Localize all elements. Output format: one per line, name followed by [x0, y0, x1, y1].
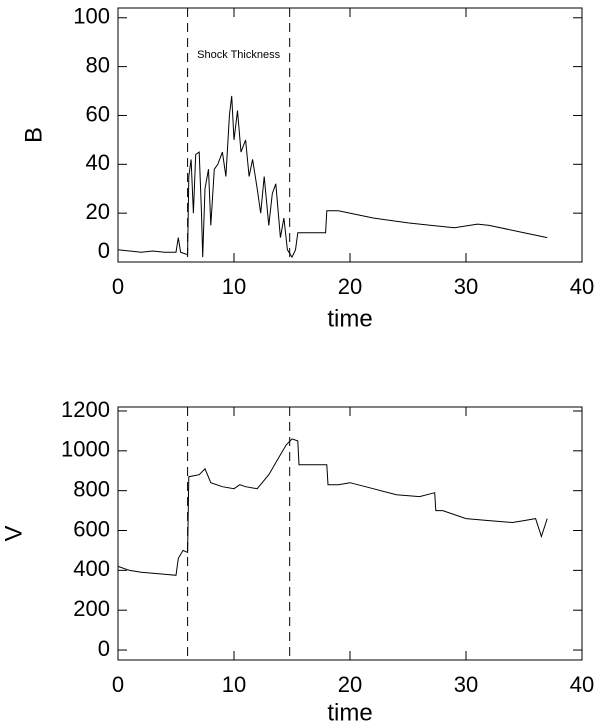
y-tick-label: 0	[98, 636, 110, 661]
x-tick-label: 20	[338, 672, 362, 697]
y-tick-label: 1200	[61, 397, 110, 422]
data-line	[117, 438, 548, 576]
y-axis-label: B	[20, 127, 47, 143]
y-tick-label: 1000	[61, 437, 110, 462]
y-tick-label: 0	[98, 238, 110, 263]
x-tick-label: 40	[570, 672, 594, 697]
x-tick-label: 20	[338, 274, 362, 299]
x-tick-label: 0	[112, 672, 124, 697]
y-tick-label: 60	[86, 101, 110, 126]
y-tick-label: 100	[73, 4, 110, 29]
x-tick-label: 40	[570, 274, 594, 299]
y-axis-label: V	[0, 525, 27, 541]
y-tick-label: 600	[73, 516, 110, 541]
x-tick-label: 30	[454, 274, 478, 299]
annotation: Shock Thickness	[197, 49, 280, 61]
y-tick-label: 800	[73, 476, 110, 501]
x-tick-label: 30	[454, 672, 478, 697]
x-tick-label: 10	[222, 672, 246, 697]
y-tick-label: 200	[73, 596, 110, 621]
x-axis-label: time	[327, 305, 372, 332]
y-tick-label: 80	[86, 52, 110, 77]
x-tick-label: 10	[222, 274, 246, 299]
y-tick-label: 40	[86, 150, 110, 175]
y-tick-label: 400	[73, 556, 110, 581]
data-line	[117, 95, 548, 259]
y-tick-label: 20	[86, 199, 110, 224]
x-axis-label: time	[327, 699, 372, 726]
x-tick-label: 0	[112, 274, 124, 299]
